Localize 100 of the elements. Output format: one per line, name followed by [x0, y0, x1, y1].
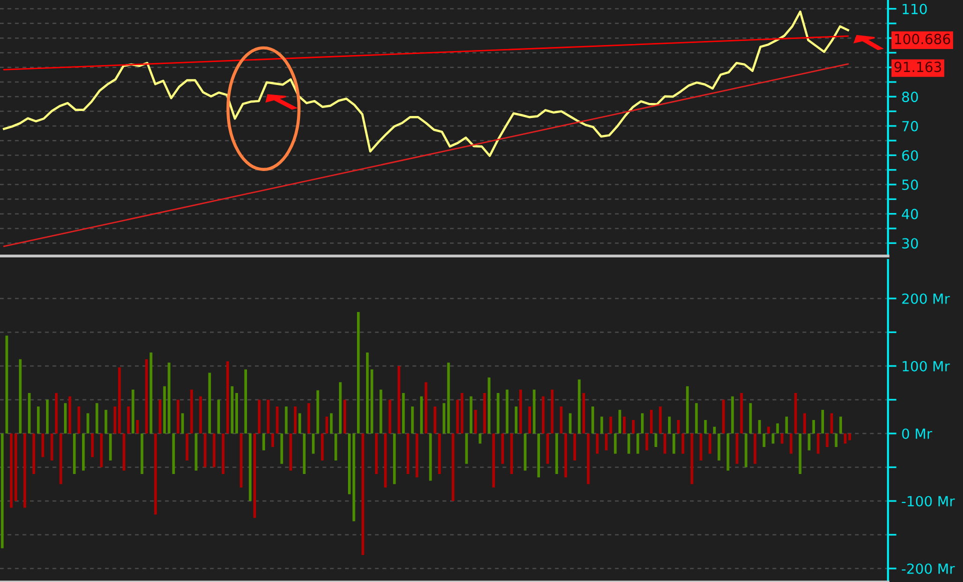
bar [550, 390, 554, 434]
bar [578, 379, 581, 434]
bar [406, 433, 410, 474]
bar [429, 433, 432, 481]
bar [262, 433, 266, 450]
bar [700, 433, 702, 460]
bar [424, 382, 428, 434]
bar [199, 396, 202, 434]
bar [212, 433, 216, 468]
bar [632, 420, 635, 434]
bar [320, 433, 324, 460]
bar [839, 416, 842, 434]
bar [28, 392, 31, 434]
bar [357, 312, 360, 434]
bar [622, 416, 626, 434]
bar [276, 406, 279, 434]
y-tick-label: 0 Mr [902, 428, 932, 439]
bar [280, 433, 284, 464]
text: 100.686 [895, 34, 950, 44]
bar [731, 396, 734, 434]
bar [844, 433, 847, 444]
y-tick-label: -100 Mr [902, 496, 955, 506]
y-tick-label: 50 [902, 180, 918, 190]
bar [91, 433, 94, 458]
bar [248, 433, 252, 501]
bar [780, 433, 784, 444]
bar [664, 433, 666, 454]
bar [555, 433, 558, 474]
bar [82, 433, 85, 471]
bar [785, 416, 788, 434]
bar [604, 433, 608, 450]
bar [736, 433, 738, 464]
bar [41, 433, 44, 458]
bar [506, 390, 508, 434]
bar [812, 420, 815, 434]
bar [686, 386, 689, 434]
bar [478, 433, 482, 444]
bar [776, 423, 779, 434]
bar [798, 433, 802, 474]
bar [398, 366, 400, 434]
bar [393, 433, 396, 484]
bar [546, 433, 550, 464]
bar [524, 433, 526, 471]
bar [343, 400, 346, 434]
bar [338, 382, 342, 434]
bar [568, 413, 572, 434]
bar [307, 403, 310, 434]
bar [190, 390, 193, 434]
bar [158, 400, 162, 434]
bar [614, 433, 617, 454]
bar [640, 413, 644, 434]
y-tick-label: 70 [902, 120, 918, 132]
bar [514, 406, 518, 434]
bar [388, 400, 392, 434]
bar [334, 433, 338, 460]
bar [474, 410, 477, 434]
bar [501, 433, 504, 464]
bar [36, 406, 40, 434]
bar [330, 413, 333, 434]
bar [596, 433, 599, 454]
bar [492, 433, 495, 488]
bar [154, 433, 157, 514]
bar [194, 433, 198, 471]
bar [695, 403, 698, 434]
bar [294, 406, 297, 434]
bar [672, 433, 676, 454]
bar [284, 406, 288, 434]
bar [235, 392, 238, 434]
bar [370, 369, 374, 434]
bar [132, 390, 134, 434]
bar [416, 433, 418, 478]
bar [46, 400, 49, 434]
bar [586, 433, 590, 484]
bar [32, 433, 36, 474]
bar [682, 433, 684, 454]
bar [380, 390, 382, 434]
bar [258, 400, 261, 434]
bar [830, 413, 834, 434]
bar [64, 403, 67, 434]
bar [104, 410, 108, 434]
bar [145, 359, 148, 434]
bar [758, 420, 761, 434]
bar [677, 420, 680, 434]
bar [744, 433, 748, 468]
bar [708, 433, 712, 454]
bar [140, 433, 144, 474]
bar [73, 433, 76, 474]
bar [808, 433, 810, 450]
bar [18, 359, 22, 434]
y-tick-label: 200 Mr [902, 293, 950, 304]
bar [14, 433, 18, 501]
bar [78, 406, 80, 434]
bar [560, 406, 563, 434]
y-tick-label: 100 Mr [902, 360, 950, 372]
bar [50, 433, 54, 460]
bar [496, 392, 500, 434]
bar [740, 392, 743, 434]
bar [704, 420, 707, 434]
bar [0, 433, 4, 548]
bar [172, 433, 175, 474]
